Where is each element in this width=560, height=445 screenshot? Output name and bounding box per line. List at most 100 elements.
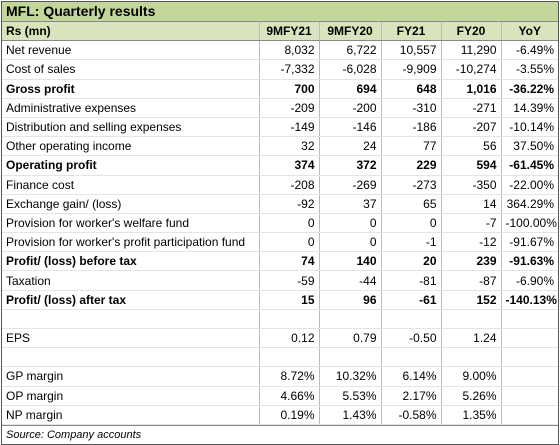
value-cell: 239 (441, 251, 502, 272)
value-cell: 37 (319, 194, 382, 214)
value-cell: 5.53% (319, 386, 382, 406)
value-cell: -0.50 (381, 328, 442, 349)
data-row: Cost of sales -7,332 -6,028 -9,909 -10,274 -3… (2, 59, 558, 80)
value-cell: 152 (441, 290, 502, 310)
source-note: Source: Company accounts (2, 424, 558, 444)
value-cell: 14 (441, 194, 502, 214)
row-label: Other operating income (2, 136, 260, 157)
value-cell: 648 (381, 79, 442, 99)
value-cell: 1,016 (441, 79, 502, 99)
value-cell: 1.35% (441, 405, 502, 425)
value-cell: 77 (381, 136, 442, 157)
row-label: Provision for worker's profit participat… (2, 232, 260, 253)
value-cell: 229 (381, 155, 442, 176)
results-table: Rs (mn) 9MFY21 9MFY20 FY21 FY20 YoY Net revenu… (2, 22, 558, 425)
value-cell: 1.43% (319, 405, 382, 425)
empty-cell (501, 386, 558, 406)
spacer-row (2, 309, 558, 330)
row-label: GP margin (2, 366, 260, 387)
value-cell: -269 (319, 175, 382, 195)
value-cell: 10.32% (319, 366, 382, 387)
value-cell: 6.14% (381, 366, 442, 387)
data-row: Exchange gain/ (loss) -92 37 65 14 364.29% (2, 194, 558, 214)
value-cell: -208 (259, 175, 320, 195)
row-label: Gross profit (2, 79, 260, 99)
value-cell: -10,274 (441, 59, 502, 80)
row-label: Provision for worker's welfare fund (2, 213, 260, 234)
value-cell: -61.45% (501, 155, 558, 176)
value-cell: 140 (319, 251, 382, 272)
value-cell: 37.50% (501, 136, 558, 157)
header-cell: YoY (501, 22, 558, 42)
value-cell: -0.58% (381, 405, 442, 425)
value-cell: 374 (259, 155, 320, 176)
title: MFL: Quarterly results (2, 2, 558, 22)
value-cell: -6.90% (501, 270, 558, 291)
data-row: EPS 0.12 0.79 -0.50 1.24 (2, 328, 558, 349)
value-cell: 1.24 (441, 328, 502, 349)
value-cell: 14.39% (501, 98, 558, 118)
value-cell: -59 (259, 270, 320, 291)
value-cell: -6,028 (319, 59, 382, 80)
value-cell: -200 (319, 98, 382, 118)
value-cell: -149 (259, 117, 320, 138)
empty-cell (319, 347, 382, 368)
value-cell: 0 (259, 213, 320, 234)
data-row: Profit/ (loss) after tax 15 96 -61 152 -140.1… (2, 290, 558, 310)
data-row: Profit/ (loss) before tax 74 140 20 239 -91.6… (2, 251, 558, 272)
value-cell: -7,332 (259, 59, 320, 80)
value-cell: 372 (319, 155, 382, 176)
empty-cell (259, 347, 320, 368)
value-cell: -81 (381, 270, 442, 291)
value-cell: -61 (381, 290, 442, 310)
row-label: Profit/ (loss) after tax (2, 290, 260, 310)
value-cell: -209 (259, 98, 320, 118)
value-cell: 700 (259, 79, 320, 99)
data-row: Taxation -59 -44 -81 -87 -6.90% (2, 270, 558, 291)
value-cell: 0.12 (259, 328, 320, 349)
empty-cell (501, 405, 558, 425)
value-cell: 0 (381, 213, 442, 234)
value-cell: -12 (441, 232, 502, 253)
value-cell: 0 (319, 213, 382, 234)
row-label: Taxation (2, 270, 260, 291)
row-label: Distribution and selling expenses (2, 117, 260, 138)
value-cell: 56 (441, 136, 502, 157)
value-cell: 10,557 (381, 40, 442, 61)
value-cell: 8,032 (259, 40, 320, 61)
value-cell: -207 (441, 117, 502, 138)
value-cell: 6,722 (319, 40, 382, 61)
empty-cell (381, 309, 442, 330)
value-cell: -92 (259, 194, 320, 214)
header-cell: FY20 (441, 22, 502, 42)
value-cell: 15 (259, 290, 320, 310)
value-cell: -6.49% (501, 40, 558, 61)
value-cell: -1 (381, 232, 442, 253)
value-cell: 32 (259, 136, 320, 157)
value-cell: -140.13% (501, 290, 558, 310)
empty-cell (2, 347, 260, 368)
data-row: Finance cost -208 -269 -273 -350 -22.00% (2, 175, 558, 195)
value-cell: -87 (441, 270, 502, 291)
value-cell: 96 (319, 290, 382, 310)
row-label: Operating profit (2, 155, 260, 176)
spacer-row (2, 347, 558, 368)
value-cell: 4.66% (259, 386, 320, 406)
value-cell: 9.00% (441, 366, 502, 387)
row-label: NP margin (2, 405, 260, 425)
value-cell: 5.26% (441, 386, 502, 406)
data-row: Gross profit 700 694 648 1,016 -36.22% (2, 79, 558, 99)
data-row: Other operating income 32 24 77 56 37.50% (2, 136, 558, 157)
row-label: Exchange gain/ (loss) (2, 194, 260, 214)
value-cell: 594 (441, 155, 502, 176)
empty-cell (501, 309, 558, 330)
empty-cell (2, 309, 260, 330)
header-cell: 9MFY21 (259, 22, 320, 42)
value-cell: 74 (259, 251, 320, 272)
value-cell: 8.72% (259, 366, 320, 387)
value-cell: 20 (381, 251, 442, 272)
value-cell: -7 (441, 213, 502, 234)
value-cell: 11,290 (441, 40, 502, 61)
value-cell: -186 (381, 117, 442, 138)
